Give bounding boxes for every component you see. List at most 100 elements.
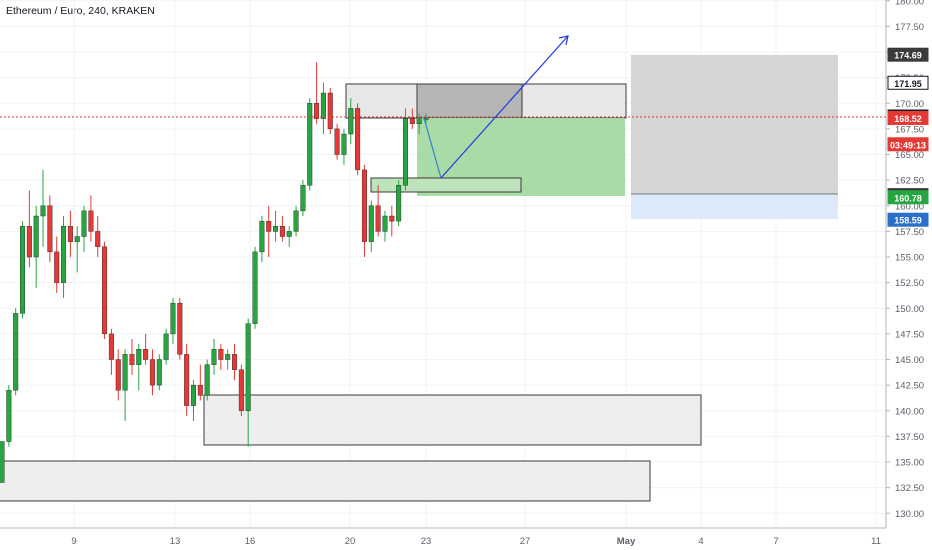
y-tick-label: 167.50 [895, 124, 924, 135]
candle-body [348, 108, 354, 135]
candle [143, 333, 149, 365]
candle [129, 339, 135, 375]
candle [314, 62, 320, 124]
candle [218, 344, 224, 370]
candle [40, 169, 46, 247]
candle [300, 180, 306, 217]
chart-title: Ethereum / Euro, 240, KRAKEN [6, 5, 155, 17]
candle-body [122, 354, 128, 391]
price-label-text: 171.95 [894, 79, 922, 89]
candle-body [259, 220, 265, 253]
candle-body [177, 302, 183, 355]
candle [74, 226, 80, 273]
candle [279, 216, 285, 242]
candle-body [279, 226, 285, 237]
y-tick-label: 155.00 [895, 253, 924, 264]
candle [163, 328, 169, 365]
candle [396, 180, 402, 227]
candle [47, 195, 53, 263]
x-tick-label: 9 [71, 536, 76, 547]
y-tick-label: 145.00 [895, 355, 924, 366]
candle-body [382, 215, 388, 232]
candle [375, 185, 381, 237]
candle [334, 123, 340, 160]
candle-body [341, 133, 347, 155]
candle [402, 108, 408, 191]
candle-body [375, 205, 381, 232]
projection-gray-box [631, 55, 838, 194]
candle [252, 246, 258, 329]
candle-body [389, 215, 395, 222]
candle [108, 328, 114, 375]
y-tick-label: 130.00 [895, 509, 924, 520]
price-label: 03:49:13 [887, 137, 929, 152]
x-tick-label: 13 [170, 536, 181, 547]
price-label: 171.95 [887, 75, 929, 90]
grid-lines [0, 0, 886, 528]
candle-body [170, 302, 176, 335]
candle-body [334, 128, 340, 155]
y-tick-label: 135.00 [895, 458, 924, 469]
candle [156, 354, 162, 391]
x-tick-label: 4 [698, 536, 703, 547]
candle-body [61, 226, 67, 283]
x-tick-label: 11 [871, 536, 881, 547]
candle-body [409, 118, 415, 124]
candle [13, 308, 19, 396]
y-tick-label: 157.50 [895, 227, 924, 238]
y-tick-label: 177.50 [895, 22, 924, 33]
projection-arrow-up [440, 35, 569, 179]
x-tick-label: 23 [421, 536, 432, 547]
price-label: 168.52 [887, 110, 929, 125]
candle [102, 241, 108, 340]
candle-body [361, 169, 367, 242]
y-tick-label: 165.00 [895, 150, 924, 161]
projection-path-down [423, 117, 442, 179]
candle-body [416, 118, 422, 124]
candle-body [129, 354, 135, 365]
candle-body [156, 359, 162, 386]
candle-body [238, 369, 244, 411]
y-tick-label: 142.50 [895, 381, 924, 392]
candle-body [88, 210, 94, 232]
candle [327, 87, 333, 135]
candle-body [0, 441, 5, 483]
candle [266, 205, 272, 258]
candle [136, 344, 142, 391]
candle-body [355, 108, 361, 171]
candle-body [102, 246, 108, 335]
candle [177, 298, 183, 360]
price-label-text: 168.52 [894, 114, 922, 124]
candle [20, 221, 26, 319]
price-label: 174.69 [887, 47, 929, 62]
candle [67, 210, 73, 258]
candle [115, 349, 121, 401]
candle [0, 441, 5, 483]
y-tick-label: 162.50 [895, 176, 924, 187]
time-axis[interactable]: 9 13 16 20 23 27 May 4 7 11 [71, 536, 881, 547]
candle-body [143, 349, 149, 360]
candle [184, 344, 190, 416]
candle [416, 113, 422, 135]
price-label-bg [887, 137, 929, 152]
price-label-text: 174.69 [894, 51, 922, 61]
candle [382, 210, 388, 242]
candle-body [204, 364, 210, 396]
x-tick-label: 27 [520, 536, 531, 547]
candle [204, 359, 210, 401]
candle-body [402, 118, 408, 186]
candle-body [33, 215, 39, 258]
y-tick-label: 170.00 [895, 99, 924, 110]
entry-zone [370, 177, 522, 193]
candle [307, 98, 313, 191]
candle [81, 205, 87, 252]
y-tick-label: 160.00 [895, 201, 924, 212]
candle [54, 236, 60, 293]
demand-zone-low [0, 460, 651, 502]
candle [368, 200, 374, 252]
candle-body [54, 251, 60, 283]
price-label-bg [887, 212, 929, 227]
candle-body [81, 210, 87, 237]
price-label-bg [887, 75, 929, 90]
